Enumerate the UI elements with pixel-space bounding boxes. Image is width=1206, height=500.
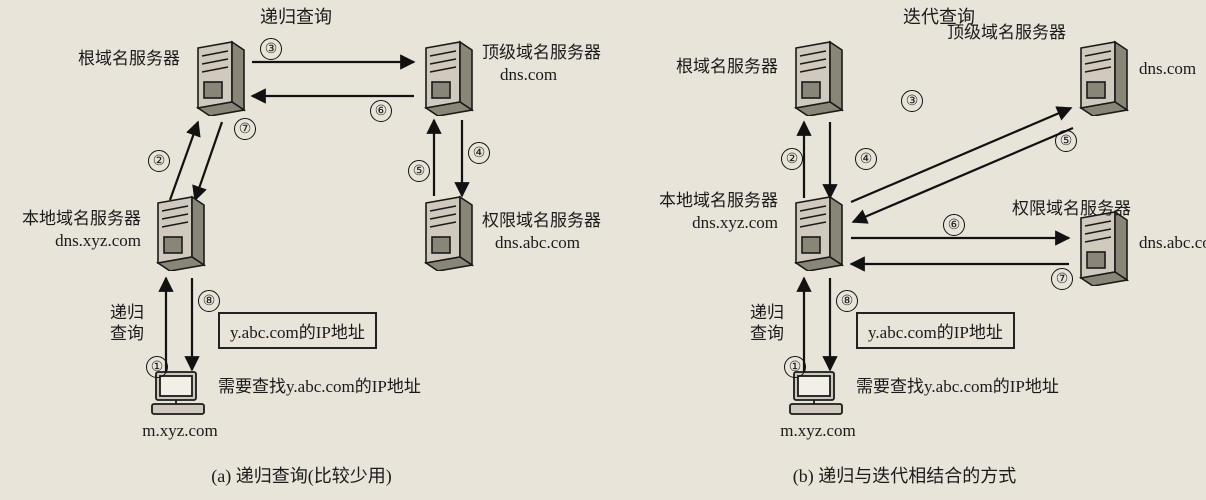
step-8-a: ⑧	[198, 290, 220, 312]
panel-iterative: 迭代查询 根域名服务器 顶级域名服务器 dns.com	[603, 0, 1206, 460]
label-tld-a-1: 顶级域名服务器	[482, 42, 601, 63]
label-auth-a-2: dns.abc.com	[495, 232, 580, 253]
step-6-a: ⑥	[370, 100, 392, 122]
server-icon	[418, 195, 476, 276]
step-4-a: ④	[468, 142, 490, 164]
label-auth-a-1: 权限域名服务器	[482, 210, 601, 231]
label-tld-b-2: dns.com	[1139, 58, 1196, 79]
label-client-a: m.xyz.com	[120, 420, 240, 441]
need-text-a: 需要查找y.abc.com的IP地址	[218, 376, 421, 397]
ip-result-box-b: y.abc.com的IP地址	[856, 312, 1015, 349]
node-tld-server-a	[418, 40, 476, 121]
label-recursive-query-a: 递归 查询	[110, 302, 144, 345]
step-3-a: ③	[260, 38, 282, 60]
server-icon	[1073, 210, 1131, 291]
label-local-a-1: 本地域名服务器	[22, 208, 141, 229]
need-text-b: 需要查找y.abc.com的IP地址	[856, 376, 1059, 397]
caption-b: (b) 递归与迭代相结合的方式	[603, 462, 1206, 488]
server-icon	[1073, 40, 1131, 121]
node-auth-server-b	[1073, 210, 1131, 291]
server-icon	[788, 195, 846, 276]
step-8-b: ⑧	[836, 290, 858, 312]
step-7-a: ⑦	[234, 118, 256, 140]
node-local-server-b	[788, 195, 846, 276]
label-root-b: 根域名服务器	[676, 56, 778, 77]
ip-result-box-a: y.abc.com的IP地址	[218, 312, 377, 349]
label-recursive-query-b: 递归 查询	[750, 302, 784, 345]
server-icon	[190, 40, 248, 121]
label-local-b-2: dns.xyz.com	[692, 212, 778, 233]
label-local-b-1: 本地域名服务器	[659, 190, 778, 211]
step-6-b: ⑥	[943, 214, 965, 236]
label-root-a: 根域名服务器	[78, 48, 180, 69]
label-auth-b-2: dns.abc.com	[1139, 232, 1206, 253]
step-4-b: ④	[855, 148, 877, 170]
step-3-b: ③	[901, 90, 923, 112]
server-icon	[150, 195, 208, 276]
label-tld-b-1: 顶级域名服务器	[947, 22, 1066, 43]
node-auth-server-a	[418, 195, 476, 276]
node-root-server-a	[190, 40, 248, 121]
step-2-b: ②	[781, 148, 803, 170]
caption-a: (a) 递归查询(比较少用)	[0, 462, 603, 488]
node-local-server-a	[150, 195, 208, 276]
label-tld-a-2: dns.com	[500, 64, 557, 85]
step-2-a: ②	[148, 150, 170, 172]
panel-recursive: 递归查询 根域名服务器 顶级域名服务器 dns.com	[0, 0, 603, 460]
node-tld-server-b	[1073, 40, 1131, 121]
server-icon	[418, 40, 476, 121]
label-auth-b-1: 权限域名服务器	[1012, 198, 1131, 219]
panel-a-title: 递归查询	[260, 6, 332, 29]
label-client-b: m.xyz.com	[758, 420, 878, 441]
step-5-a: ⑤	[408, 160, 430, 182]
step-7-b: ⑦	[1051, 268, 1073, 290]
step-1-b: ①	[784, 356, 806, 378]
server-icon	[788, 40, 846, 121]
step-1-a: ①	[146, 356, 168, 378]
label-local-a-2: dns.xyz.com	[55, 230, 141, 251]
node-root-server-b	[788, 40, 846, 121]
step-5-b: ⑤	[1055, 130, 1077, 152]
